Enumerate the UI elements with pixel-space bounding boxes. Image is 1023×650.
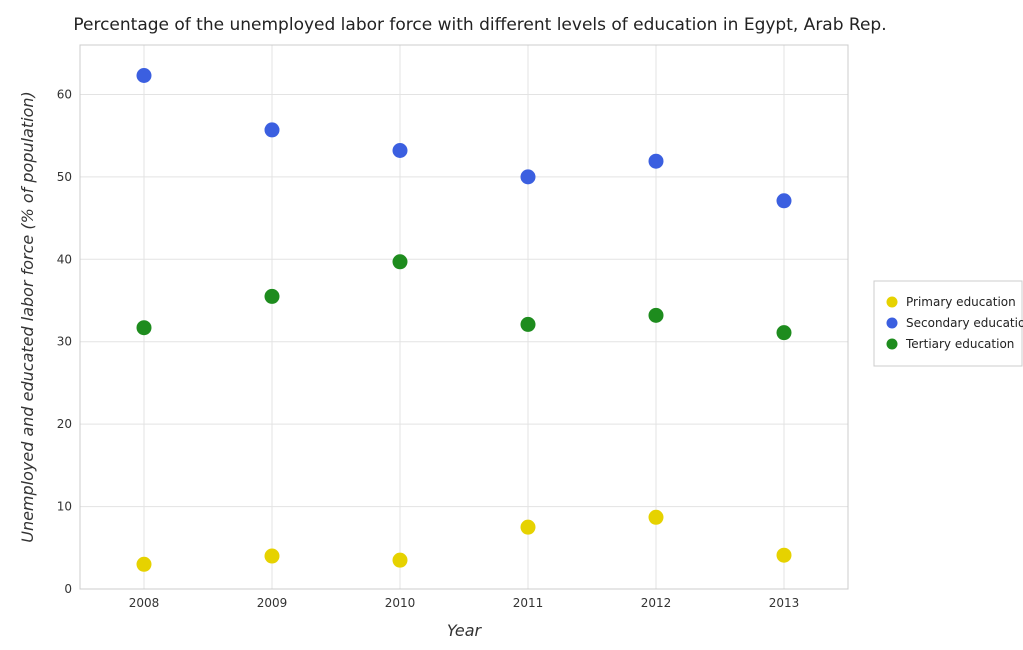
data-point <box>776 325 792 341</box>
y-tick-label: 10 <box>57 500 72 514</box>
series-primary-education <box>136 509 792 572</box>
legend-label: Tertiary education <box>905 337 1014 351</box>
y-tick-label: 60 <box>57 87 72 101</box>
x-tick-label: 2011 <box>513 596 544 610</box>
legend-marker <box>886 296 898 308</box>
y-axis-label: Unemployed and educated labor force (% o… <box>18 91 37 543</box>
x-tick-label: 2013 <box>769 596 800 610</box>
data-point <box>392 254 408 270</box>
data-point <box>136 320 152 336</box>
legend: Primary education Secondary education Tert… <box>873 280 1023 367</box>
chart-title: Percentage of the unemployed labor force… <box>73 15 886 35</box>
y-tick-label: 30 <box>57 335 72 349</box>
plot-area <box>79 44 849 590</box>
x-tick-label: 2008 <box>129 596 160 610</box>
data-point <box>776 547 792 563</box>
legend-marker <box>886 317 898 329</box>
x-tick-label: 2012 <box>641 596 672 610</box>
data-point <box>392 552 408 568</box>
data-point <box>520 519 536 535</box>
data-point <box>520 316 536 332</box>
data-point <box>648 153 664 169</box>
data-point <box>648 307 664 323</box>
data-point <box>520 169 536 185</box>
data-point <box>648 509 664 525</box>
legend-box <box>873 280 1023 367</box>
data-point <box>136 67 152 83</box>
x-tick-label: 2009 <box>257 596 288 610</box>
data-point <box>392 143 408 159</box>
data-point <box>264 548 280 564</box>
data-point <box>776 193 792 209</box>
y-tick-label: 50 <box>57 170 72 184</box>
data-point <box>264 288 280 304</box>
y-tick-label: 20 <box>57 417 72 431</box>
data-points <box>136 67 792 572</box>
series-secondary-education <box>136 67 792 209</box>
x-axis-label: Year <box>447 621 483 640</box>
x-tick-label: 2010 <box>385 596 416 610</box>
data-point <box>264 122 280 138</box>
y-tick-label: 0 <box>64 582 72 596</box>
y-tick-label: 40 <box>57 252 72 266</box>
legend-marker <box>886 338 898 350</box>
x-ticks: 2008 2009 2010 2011 2012 2013 <box>129 596 800 610</box>
series-tertiary-education <box>136 254 792 341</box>
y-ticks: 0 10 20 30 40 50 60 <box>57 87 72 596</box>
data-point <box>136 556 152 572</box>
legend-label: Primary education <box>906 295 1016 309</box>
grid <box>80 45 848 590</box>
legend-label: Secondary education <box>906 316 1023 330</box>
